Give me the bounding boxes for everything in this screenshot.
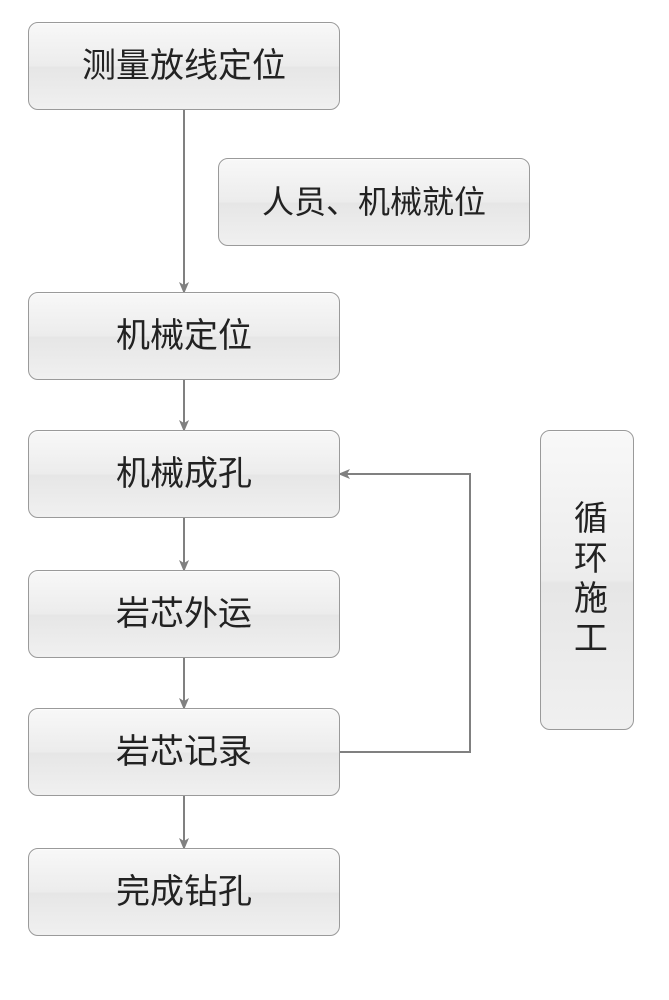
node-core-transport: 岩芯外运: [28, 570, 340, 658]
node-label: 机械定位: [116, 316, 252, 357]
node-measure-layout: 测量放线定位: [28, 22, 340, 110]
node-core-record: 岩芯记录: [28, 708, 340, 796]
node-label: 完成钻孔: [116, 872, 252, 913]
node-personnel-ready: 人员、机械就位: [218, 158, 530, 246]
node-machine-hole: 机械成孔: [28, 430, 340, 518]
flowchart-canvas: 测量放线定位 人员、机械就位 机械定位 机械成孔 岩芯外运 岩芯记录 完成钻孔 …: [0, 0, 669, 1000]
edge-loop-n6-n4: [340, 474, 470, 752]
node-label: 循环施工: [567, 500, 608, 660]
node-label: 机械成孔: [116, 454, 252, 495]
node-label: 人员、机械就位: [262, 183, 486, 221]
node-label: 岩芯记录: [116, 732, 252, 773]
node-label: 岩芯外运: [116, 594, 252, 635]
node-loop-construction: 循环施工: [540, 430, 634, 730]
node-label: 测量放线定位: [82, 46, 286, 87]
node-machine-position: 机械定位: [28, 292, 340, 380]
node-complete-drill: 完成钻孔: [28, 848, 340, 936]
